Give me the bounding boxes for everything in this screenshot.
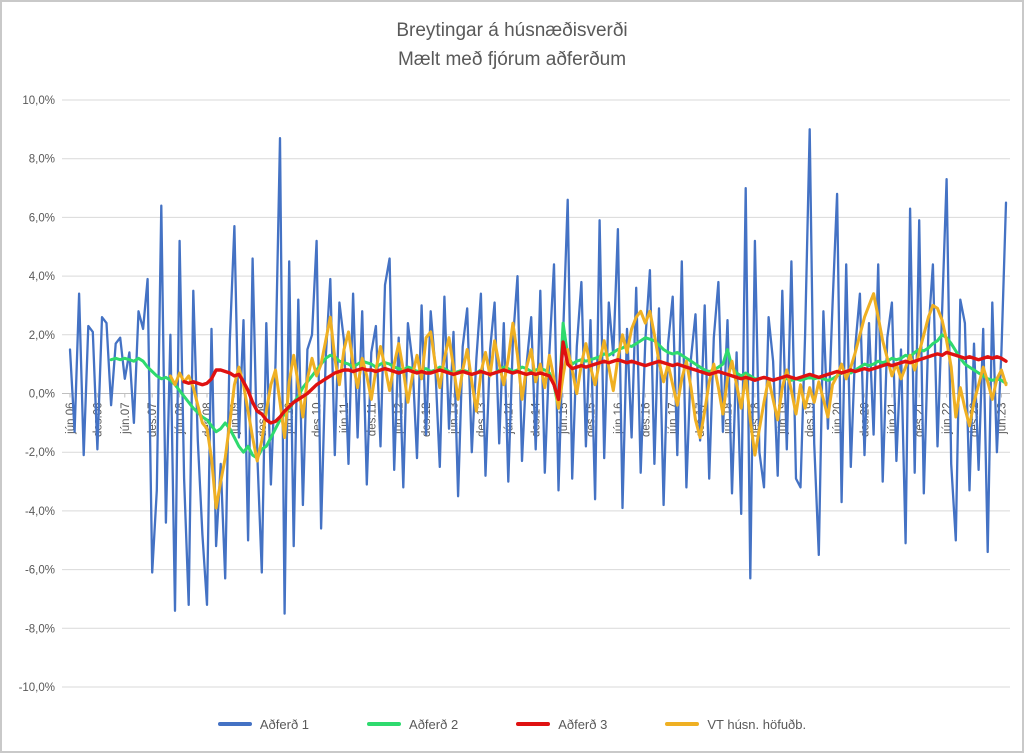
legend: Aðferð 1 Aðferð 2 Aðferð 3 VT húsn. höfu… xyxy=(2,706,1022,742)
legend-line-swatch-adferd-1 xyxy=(217,722,252,726)
svg-text:-4,0%: -4,0% xyxy=(25,506,55,518)
svg-text:0,0%: 0,0% xyxy=(29,389,55,401)
svg-text:-2,0%: -2,0% xyxy=(25,447,55,459)
svg-text:jún.18: jún.18 xyxy=(722,403,734,435)
svg-text:jún.22: jún.22 xyxy=(942,403,954,435)
chart-title: Breytingar á húsnæðisverði Mælt með fjór… xyxy=(2,16,1022,74)
svg-text:jún.07: jún.07 xyxy=(120,403,132,435)
legend-line-swatch-adferd-2 xyxy=(367,722,402,726)
legend-item-adferd-2: Aðferð 2 xyxy=(367,717,458,732)
svg-text:4,0%: 4,0% xyxy=(29,271,55,283)
legend-line-swatch-adferd-3 xyxy=(516,722,551,726)
svg-text:-8,0%: -8,0% xyxy=(25,623,55,635)
legend-line-swatch-vt-husn xyxy=(665,722,700,726)
legend-label-adferd-1: Aðferð 1 xyxy=(259,716,310,732)
legend-item-vt-husn: VT húsn. höfuðb. xyxy=(665,717,806,732)
svg-text:10,0%: 10,0% xyxy=(22,95,55,107)
legend-item-adferd-3: Aðferð 3 xyxy=(516,717,607,732)
svg-text:jún.16: jún.16 xyxy=(613,403,625,435)
legend-label-adferd-2: Aðferð 2 xyxy=(409,716,459,732)
svg-text:jún.13: jún.13 xyxy=(449,403,461,435)
svg-text:2,0%: 2,0% xyxy=(29,330,55,342)
svg-text:des.10: des.10 xyxy=(312,403,324,438)
svg-text:8,0%: 8,0% xyxy=(29,154,55,166)
legend-label-vt-husn: VT húsn. höfuðb. xyxy=(707,716,807,732)
chart-title-line-1: Breytingar á húsnæðisverði xyxy=(396,20,628,41)
svg-text:6,0%: 6,0% xyxy=(29,212,55,224)
svg-text:-10,0%: -10,0% xyxy=(19,682,55,694)
legend-label-adferd-3: Aðferð 3 xyxy=(558,716,608,732)
legend-item-adferd-1: Aðferð 1 xyxy=(217,716,310,732)
chart-title-line-2: Mælt með fjórum aðferðum xyxy=(397,49,627,70)
svg-text:-6,0%: -6,0% xyxy=(25,565,55,577)
svg-text:des.15: des.15 xyxy=(586,403,598,438)
